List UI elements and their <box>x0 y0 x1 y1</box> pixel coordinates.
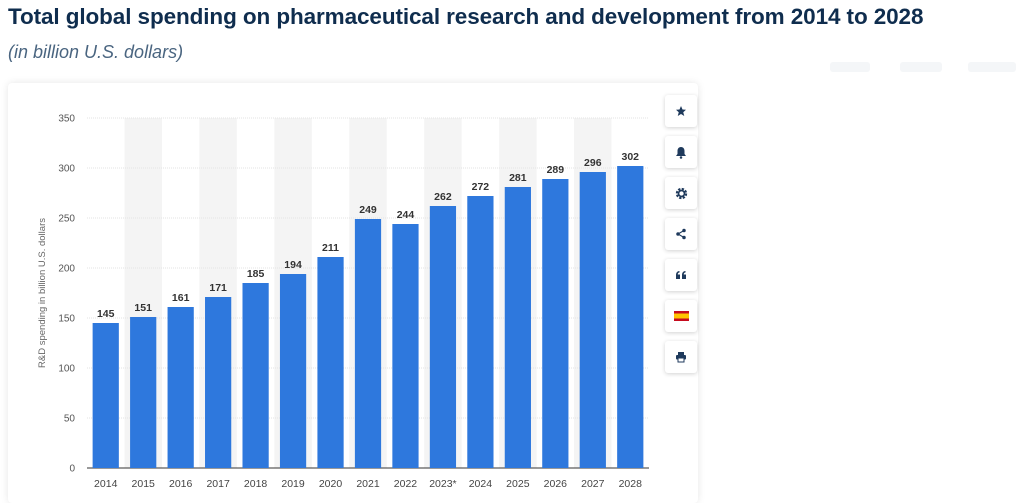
bar <box>242 283 269 468</box>
settings-button[interactable] <box>665 177 697 209</box>
bar <box>542 179 569 468</box>
x-tick-label: 2018 <box>244 478 268 490</box>
bar-value-label: 296 <box>584 157 602 169</box>
x-tick-label: 2016 <box>169 478 193 490</box>
gear-icon <box>675 187 687 199</box>
bell-icon <box>676 146 686 159</box>
x-tick-label: 2021 <box>356 478 380 490</box>
page-title: Total global spending on pharmaceutical … <box>8 4 924 29</box>
cite-button[interactable] <box>665 259 697 291</box>
y-tick-label: 250 <box>58 214 75 225</box>
language-button[interactable] <box>665 300 697 332</box>
quote-icon <box>676 271 686 279</box>
y-tick-label: 150 <box>58 314 75 325</box>
bar-value-label: 281 <box>509 172 527 184</box>
x-tick-label: 2028 <box>619 478 643 490</box>
bar-value-label: 145 <box>97 308 115 320</box>
bar <box>92 323 119 468</box>
x-tick-label: 2014 <box>94 478 118 490</box>
bar <box>205 297 232 468</box>
share-icon <box>676 228 686 240</box>
x-tick-label: 2027 <box>581 478 605 490</box>
placeholder-bar <box>830 62 870 72</box>
y-tick-label: 200 <box>58 264 75 275</box>
x-tick-label: 2015 <box>132 478 156 490</box>
x-tick-label: 2025 <box>506 478 530 490</box>
bar <box>317 257 344 468</box>
bar-value-label: 211 <box>322 242 339 254</box>
chart-card: 0 50 100 150 200 250 300 350 R&D spending in bil… <box>8 83 698 503</box>
bar <box>429 206 457 468</box>
x-tick-label: 2023* <box>429 478 456 490</box>
bar-value-label: 289 <box>547 164 565 176</box>
bar <box>467 196 494 468</box>
bar <box>392 224 419 468</box>
bar-value-label: 302 <box>622 151 640 163</box>
placeholder-bar <box>968 62 1016 72</box>
bar-value-label: 249 <box>359 204 377 216</box>
bar-value-label: 185 <box>247 268 265 280</box>
share-button[interactable] <box>665 218 697 250</box>
bar <box>279 274 307 468</box>
printer-icon <box>676 352 686 363</box>
bar-chart: 0 50 100 150 200 250 300 350 R&D spending in bil… <box>37 114 649 490</box>
y-axis-label: R&D spending in billion U.S. dollars <box>37 218 48 368</box>
x-tick-label: 2017 <box>206 478 230 490</box>
bar <box>579 172 606 468</box>
bar-value-label: 161 <box>172 292 190 304</box>
bar-value-label: 262 <box>434 191 452 203</box>
bar <box>130 317 157 468</box>
bar <box>354 219 382 468</box>
notification-button[interactable] <box>665 136 697 168</box>
y-tick-label: 300 <box>58 164 75 175</box>
bar-value-label: 151 <box>134 302 152 314</box>
bar-value-label: 244 <box>397 209 415 221</box>
x-tick-label: 2020 <box>319 478 343 490</box>
y-tick-label: 50 <box>64 414 76 425</box>
star-icon <box>676 106 686 116</box>
bar-value-label: 171 <box>209 282 227 294</box>
placeholder-bar <box>900 62 942 72</box>
page-subtitle: (in billion U.S. dollars) <box>8 42 184 62</box>
bar <box>617 166 644 468</box>
x-tick-label: 2026 <box>544 478 568 490</box>
x-tick-label: 2019 <box>281 478 305 490</box>
y-tick-label: 350 <box>58 114 75 125</box>
x-tick-label: 2024 <box>469 478 493 490</box>
favorite-button[interactable] <box>665 95 697 127</box>
bar-value-label: 194 <box>284 259 302 271</box>
chart-toolbar <box>665 95 699 382</box>
bar-value-label: 272 <box>472 181 490 193</box>
bar <box>504 187 531 468</box>
bar <box>167 307 194 468</box>
y-tick-label: 0 <box>69 464 75 475</box>
spain-flag-icon <box>673 311 689 321</box>
print-button[interactable] <box>665 341 697 373</box>
y-tick-label: 100 <box>58 364 75 375</box>
x-tick-label: 2022 <box>394 478 418 490</box>
